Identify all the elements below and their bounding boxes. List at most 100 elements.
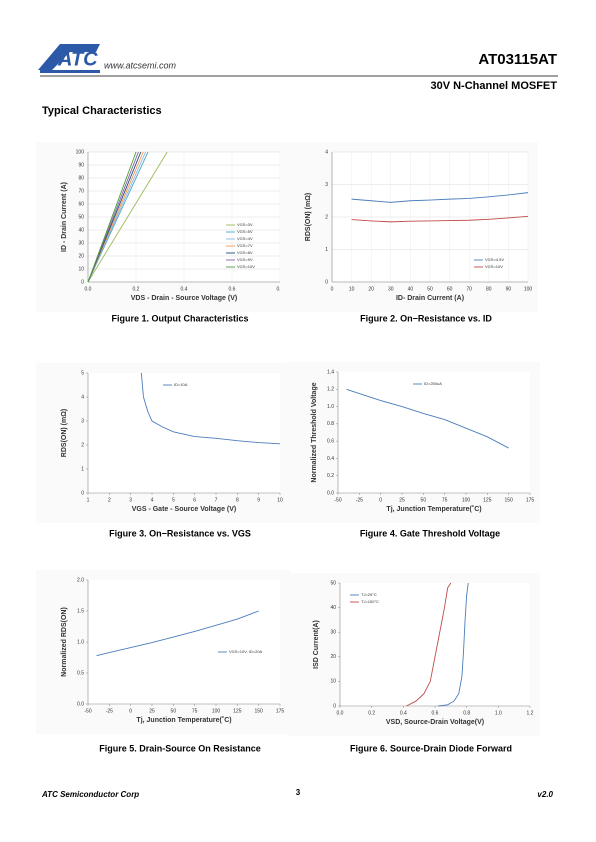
part-number: AT03115AT: [478, 51, 557, 68]
x-tick-label: 175: [276, 708, 285, 714]
x-tick-label: 10: [349, 286, 355, 292]
plot-area: [340, 583, 530, 706]
footer-version: v2.0: [537, 790, 553, 799]
y-tick-label: 0.4: [327, 456, 334, 462]
figure-caption: Figure 1. Output Characteristics: [111, 313, 248, 323]
y-tick-label: 0.8: [327, 421, 334, 427]
x-tick-label: 0.2: [133, 286, 140, 292]
website[interactable]: www.atcsemi.com: [104, 60, 177, 70]
x-tick-label: 75: [192, 708, 198, 714]
figure-caption: Figure 3. On−Resistance vs. VGS: [109, 528, 251, 538]
legend-label: VGS=10V: [237, 264, 255, 269]
figure-caption: Figure 4. Gate Threshold Voltage: [360, 528, 500, 538]
logo-text: ATC: [57, 48, 98, 70]
plot-area: [338, 372, 530, 493]
x-axis-label: ID- Drain Current (A): [396, 295, 464, 302]
legend-label: VGS=8V: [237, 250, 253, 255]
x-tick-label: 60: [447, 286, 453, 292]
y-tick-label: 10: [78, 266, 84, 272]
y-tick-label: 90: [78, 162, 84, 168]
x-tick-label: 25: [149, 708, 155, 714]
y-tick-label: 4: [325, 149, 328, 155]
legend-label: ID=250uA: [424, 381, 442, 386]
legend: ID=10A: [163, 382, 188, 387]
y-tick-label: 0.6: [327, 438, 334, 444]
x-tick-label: 0.0: [85, 286, 92, 292]
figure-caption: Figure 2. On−Resistance vs. ID: [360, 313, 492, 323]
x-tick-label: 125: [483, 497, 492, 503]
x-tick-label: 1.0: [495, 710, 502, 716]
y-tick-label: 5: [81, 370, 84, 376]
y-tick-label: 1.0: [77, 639, 84, 645]
x-tick-label: 1.2: [527, 710, 534, 716]
x-tick-label: 3: [129, 497, 132, 503]
y-tick-label: 1.5: [77, 608, 84, 614]
legend-label: ID=10A: [174, 382, 188, 387]
x-tick-label: 80: [486, 286, 492, 292]
x-tick-label: 5: [172, 497, 175, 503]
x-tick-label: -50: [334, 497, 341, 503]
x-tick-label: -50: [84, 708, 91, 714]
x-tick-label: 6: [193, 497, 196, 503]
y-axis-label: RDS(ON) (mΩ): [61, 409, 68, 457]
y-tick-label: 30: [78, 240, 84, 246]
x-tick-label: 50: [171, 708, 177, 714]
y-axis-label: Normalized RDS(ON): [61, 607, 68, 677]
x-axis-label: Tj, Junction Temperature(˚C): [136, 716, 231, 724]
x-tick-label: 40: [408, 286, 414, 292]
y-tick-label: 3: [81, 418, 84, 424]
chart: 0 10 20 30 40 50 0.0 0.2 0.4 0.6 0.8 1.0 1.2 VSD, Sou…: [288, 573, 540, 753]
plot-area: [88, 373, 280, 493]
y-tick-label: 0: [325, 279, 328, 285]
legend: ID=250uA: [413, 381, 442, 386]
y-tick-label: 1: [325, 247, 328, 253]
y-tick-label: 40: [78, 227, 84, 233]
legend-label: VGS=3V: [237, 222, 253, 227]
legend: VGS=10V, ID=20A: [218, 649, 263, 654]
section-title: Typical Characteristics: [42, 105, 162, 117]
y-tick-label: 0.0: [327, 490, 334, 496]
y-tick-label: 4: [81, 394, 84, 400]
x-tick-label: -25: [356, 497, 363, 503]
y-tick-label: 2.0: [77, 577, 84, 583]
x-axis-label: VDS - Drain - Source Voltage (V): [131, 295, 237, 302]
series-line: [351, 215, 529, 223]
x-tick-label: 0.6: [432, 710, 439, 716]
x-tick-label: 50: [427, 286, 433, 292]
plot-area: [88, 580, 280, 704]
chart: 01020304050607080901000.00.20.40.60.8VDS…: [36, 142, 290, 323]
x-tick-label: 2: [108, 497, 111, 503]
x-tick-label: 150: [504, 497, 513, 503]
legend-label: TJ=150°C: [361, 599, 379, 604]
y-tick-label: 0: [81, 279, 84, 285]
y-tick-label: 10: [330, 679, 336, 685]
series-line: [438, 582, 469, 707]
y-tick-label: 20: [330, 654, 336, 660]
x-axis-label: Tj, Junction Temperature(˚C): [386, 505, 481, 513]
x-tick-label: 70: [466, 286, 472, 292]
header-subtitle: 30V N-Channel MOSFET: [430, 80, 557, 92]
y-tick-label: 40: [330, 605, 336, 611]
x-tick-label: 150: [254, 708, 263, 714]
y-tick-label: 3: [325, 182, 328, 188]
figure-caption: Figure 5. Drain-Source On Resistance: [99, 743, 261, 753]
y-axis-label: ID - Drain Current (A): [61, 182, 68, 252]
x-axis-label: VSD, Source-Drain Voltage(V): [386, 719, 484, 726]
x-tick-label: 30: [388, 286, 394, 292]
x-tick-label: 0.2: [368, 710, 375, 716]
x-tick-label: 50: [421, 497, 427, 503]
series-line: [346, 388, 509, 449]
legend-label: TJ=25°C: [361, 592, 377, 597]
legend-label: VGS=4.5V: [485, 257, 504, 262]
x-tick-label: 0.4: [181, 286, 188, 292]
series-line: [87, 151, 137, 283]
y-tick-label: 0.5: [77, 670, 84, 676]
y-tick-label: 60: [78, 201, 84, 207]
legend-label: VGS=10V, ID=20A: [229, 649, 263, 654]
y-tick-label: 70: [78, 188, 84, 194]
x-tick-label: 20: [368, 286, 374, 292]
x-tick-label: 0: [129, 708, 132, 714]
y-tick-label: 0: [81, 490, 84, 496]
